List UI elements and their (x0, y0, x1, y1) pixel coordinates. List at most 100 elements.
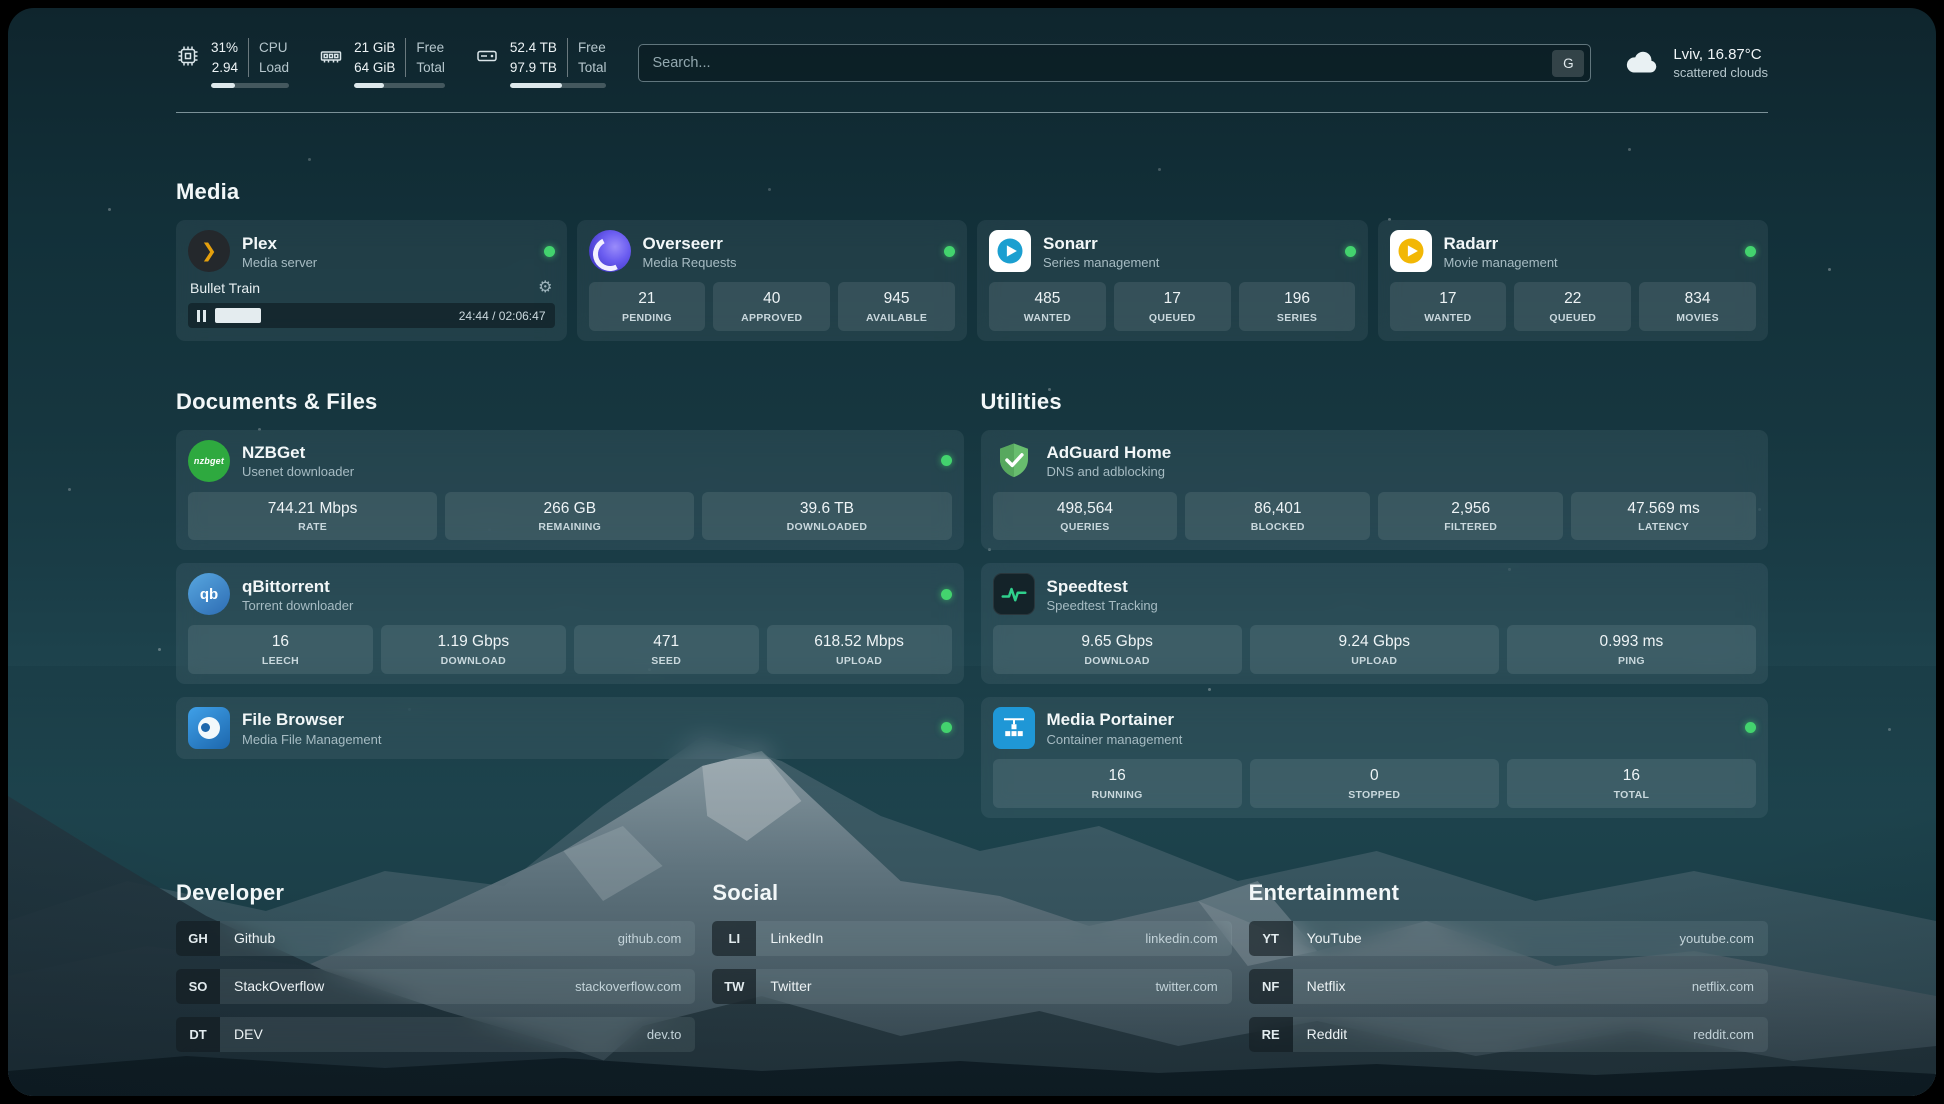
bookmark-youtube[interactable]: YT YouTube youtube.com (1248, 920, 1768, 956)
radarr-card[interactable]: Radarr Movie management 17 WANTED 22 QUE… (1377, 220, 1768, 341)
stat-box: 39.6 TB DOWNLOADED (702, 491, 952, 541)
app-title: Sonarr (1043, 233, 1098, 253)
status-dot-online (1745, 245, 1756, 257)
stat-box: 17 QUEUED (1113, 282, 1231, 331)
app-title: File Browser (242, 710, 345, 730)
bookmark-reddit[interactable]: RE Reddit reddit.com (1248, 1016, 1768, 1052)
stat-box: 40 APPROVED (713, 282, 831, 331)
app-subtitle: Usenet downloader (242, 464, 355, 480)
cpu-load-value: 2.94 (211, 59, 239, 75)
bookmark-netflix[interactable]: NF Netflix netflix.com (1248, 968, 1768, 1004)
storage-free-label: Free (577, 40, 606, 55)
app-title: Overseerr (642, 233, 723, 253)
stat-box: 618.52 Mbps UPLOAD (766, 625, 952, 674)
stat-box: 0.993 ms PING (1506, 625, 1757, 674)
status-dot-online (940, 455, 952, 467)
bookmark-group-entertainment: Entertainment YT YouTube youtube.com NF … (1248, 879, 1768, 1052)
github-icon: GH (176, 920, 220, 956)
storage-total-label: Total (577, 59, 607, 75)
stat-box: 9.65 Gbps DOWNLOAD (992, 625, 1242, 674)
bookmark-stackoverflow[interactable]: SO StackOverflow stackoverflow.com (176, 968, 696, 1004)
adguard-card[interactable]: AdGuard Home DNS and adblocking 498,564 … (980, 429, 1768, 551)
stat-box: 266 GB REMAINING (445, 491, 695, 541)
stat-box: 498,564 QUERIES (992, 491, 1178, 541)
search-engine-button[interactable]: G (1552, 49, 1585, 77)
bookmark-github[interactable]: GH Github github.com (176, 920, 696, 956)
settings-gear-icon[interactable]: ⚙ (538, 279, 553, 297)
speedtest-icon (992, 573, 1035, 616)
status-dot-online (1344, 245, 1356, 257)
app-title: AdGuard Home (1046, 443, 1172, 463)
plex-icon: ❯ (188, 230, 230, 273)
nzbget-card[interactable]: nzbget NZBGet Usenet downloader 744.21 M… (176, 429, 964, 551)
plex-card[interactable]: ❯ Plex Media server Bullet Train ⚙ (176, 220, 567, 341)
playback-time: 24:44 / 02:06:47 (458, 308, 546, 323)
storage-progress-bar (509, 83, 607, 89)
qbittorrent-card[interactable]: qb qBittorrent Torrent downloader 16 (176, 563, 964, 684)
status-dot-online (1745, 722, 1756, 734)
dashboard-window: 31% 2.94 CPU Load (8, 8, 1936, 1096)
section-title-social: Social (712, 879, 779, 905)
pause-icon[interactable] (197, 309, 206, 322)
sonarr-icon (989, 230, 1031, 273)
stat-box: 17 WANTED (1389, 282, 1507, 331)
storage-free-value: 52.4 TB (509, 40, 557, 55)
playback-progress-bar[interactable] (215, 308, 450, 324)
app-subtitle: Series management (1043, 254, 1160, 270)
qbittorrent-icon: qb (188, 573, 230, 616)
app-subtitle: Media server (242, 254, 318, 270)
filebrowser-card[interactable]: File Browser Media File Management (176, 696, 964, 759)
qbittorrent-wordmark: qb (199, 585, 219, 603)
memory-usage-widget: 21 GiB 64 GiB Free Total (319, 38, 445, 89)
weather-widget: Lviv, 16.87°C scattered clouds (1623, 46, 1768, 80)
cloud-icon (1627, 51, 1657, 73)
playback-bar: 24:44 / 02:06:47 (188, 303, 555, 329)
bookmark-group-developer: Developer GH Github github.com SO StackO… (176, 879, 696, 1052)
stat-box: 0 STOPPED (1249, 758, 1499, 808)
stat-box: 9.24 Gbps UPLOAD (1249, 625, 1499, 674)
portainer-card[interactable]: Media Portainer Container management 16 … (980, 696, 1768, 818)
memory-free-label: Free (416, 40, 445, 55)
app-subtitle: DNS and adblocking (1046, 464, 1166, 480)
twitter-icon: TW (712, 968, 757, 1004)
portainer-icon (992, 706, 1035, 749)
stat-box: 744.21 Mbps RATE (188, 491, 438, 541)
plex-chevron-glyph: ❯ (201, 240, 217, 262)
bookmark-linkedin[interactable]: LI LinkedIn linkedin.com (712, 920, 1232, 956)
overseerr-card[interactable]: Overseerr Media Requests 21 PENDING 40 A… (576, 220, 967, 341)
stat-box: 16 RUNNING (992, 758, 1242, 808)
header-divider (176, 112, 1768, 114)
section-title-developer: Developer (176, 879, 285, 905)
app-title: qBittorrent (242, 576, 330, 596)
section-title-documents-files: Documents & Files (176, 388, 378, 414)
bookmark-dev[interactable]: DT DEV dev.to (176, 1016, 696, 1052)
speedtest-card[interactable]: Speedtest Speedtest Tracking 9.65 Gbps D… (980, 563, 1768, 684)
stat-box: 196 SERIES (1238, 282, 1356, 331)
stat-box: 471 SEED (573, 625, 759, 674)
memory-total-value: 64 GiB (354, 59, 396, 75)
app-title: NZBGet (242, 443, 306, 463)
search-input[interactable] (652, 55, 1553, 72)
reddit-icon: RE (1248, 1016, 1293, 1052)
stat-box: 945 AVAILABLE (838, 282, 955, 331)
section-title-entertainment: Entertainment (1248, 879, 1400, 905)
stat-box: 86,401 BLOCKED (1185, 491, 1371, 541)
sonarr-card[interactable]: Sonarr Series management 485 WANTED 17 Q… (977, 220, 1368, 341)
cpu-percent: 31% (211, 40, 239, 55)
app-title: Radarr (1443, 233, 1499, 253)
nzbget-wordmark: nzbget (193, 455, 225, 466)
stat-box: 485 WANTED (989, 282, 1106, 331)
cpu-progress-bar (211, 83, 290, 89)
stat-box: 16 LEECH (188, 625, 373, 674)
overseerr-icon (588, 230, 631, 273)
weather-location: Lviv, 16.87°C (1673, 46, 1762, 64)
bookmark-twitter[interactable]: TW Twitter twitter.com (712, 968, 1232, 1004)
status-dot-online (944, 245, 955, 257)
search-bar[interactable]: G (638, 44, 1592, 83)
app-subtitle: Media Requests (642, 254, 737, 270)
nzbget-icon: nzbget (188, 439, 230, 482)
weather-condition: scattered clouds (1673, 65, 1768, 81)
storage-total-value: 97.9 TB (509, 59, 557, 75)
status-dot-online (940, 588, 952, 600)
cpu-label: CPU (259, 40, 288, 55)
